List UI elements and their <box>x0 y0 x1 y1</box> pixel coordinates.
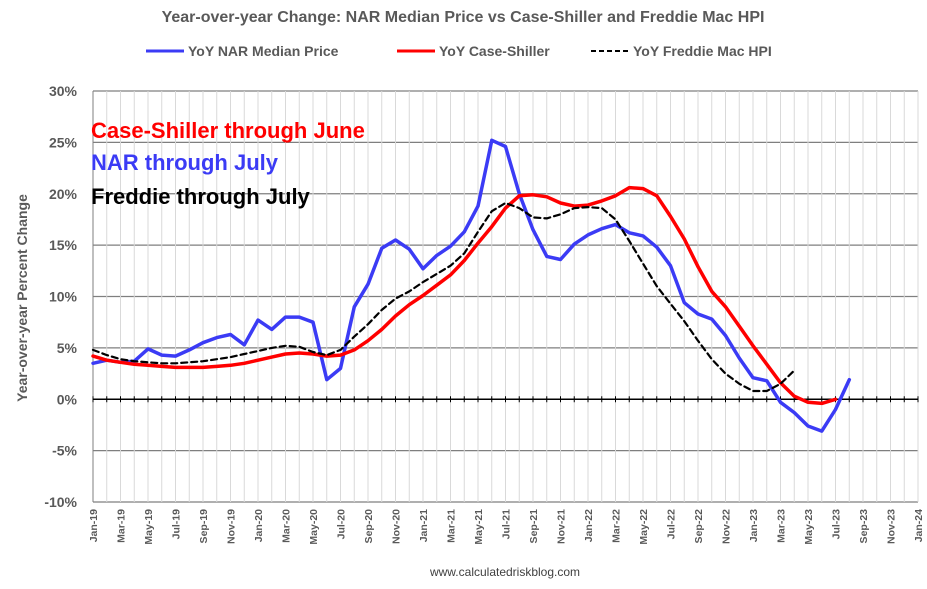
x-tick-label: Sep-21 <box>528 509 540 544</box>
x-tick-label: Mar-21 <box>446 509 458 543</box>
x-tick-label: Jul-21 <box>501 509 513 540</box>
series-lines <box>91 138 852 433</box>
chart-title: Year-over-year Change: NAR Median Price … <box>162 9 765 26</box>
x-tick-label: Nov-19 <box>226 509 238 544</box>
x-tick-label: Jan-20 <box>253 509 265 542</box>
x-tick-label: Nov-23 <box>886 509 898 544</box>
y-tick-label: 25% <box>49 134 78 150</box>
y-tick-label: 10% <box>49 289 78 305</box>
annotation-freddie: Freddie through July <box>91 184 311 209</box>
annotation-nar: NAR through July <box>91 150 279 175</box>
x-tick-label: Sep-22 <box>693 509 705 544</box>
x-tick-label: Sep-23 <box>858 509 870 544</box>
x-tick-label: Jul-19 <box>171 509 183 540</box>
gridlines <box>92 90 919 503</box>
x-axis: Jan-19 Mar-19 May-19 Jul-19 Sep-19 Nov-19 Jan-… <box>88 509 925 545</box>
x-tick-label: May-21 <box>473 509 485 545</box>
source-credit: www.calculatedriskblog.com <box>429 565 580 579</box>
x-tick-label: Nov-22 <box>721 509 733 544</box>
x-tick-label: Jan-21 <box>418 509 430 542</box>
x-tick-label: May-23 <box>803 509 815 545</box>
y-tick-label: 15% <box>49 237 78 253</box>
y-tick-label: 30% <box>49 83 78 99</box>
x-tick-label: Mar-19 <box>116 509 128 543</box>
x-tick-label: Nov-20 <box>391 509 403 544</box>
x-tick-label: Mar-22 <box>611 509 623 543</box>
x-tick-label: Jul-22 <box>666 509 678 540</box>
y-tick-label: 20% <box>49 186 78 202</box>
y-tick-label: -5% <box>52 443 77 459</box>
x-tick-label: May-22 <box>638 509 650 545</box>
legend: YoY NAR Median Price YoY Case-Shiller Yo… <box>146 43 772 59</box>
x-tick-label: Jul-20 <box>336 509 348 540</box>
y-tick-label: 5% <box>57 340 78 356</box>
x-tick-label: Mar-23 <box>776 509 788 543</box>
legend-label-nar: YoY NAR Median Price <box>188 43 339 59</box>
x-tick-label: Jan-22 <box>583 509 595 542</box>
series-line-case-shiller <box>91 185 838 406</box>
series-line-freddie <box>91 201 796 393</box>
x-tick-label: Jan-24 <box>913 509 925 542</box>
legend-label-freddie: YoY Freddie Mac HPI <box>633 43 772 59</box>
x-tick-label: Jan-19 <box>88 509 100 542</box>
x-tick-label: Nov-21 <box>556 509 568 544</box>
x-tick-label: May-19 <box>143 509 155 545</box>
x-tick-label: Mar-20 <box>281 509 293 543</box>
y-tick-label: 0% <box>57 391 78 407</box>
y-axis-label: Year-over-year Percent Change <box>14 194 30 402</box>
x-tick-label: Sep-20 <box>363 509 375 544</box>
x-tick-label: Jul-23 <box>831 509 843 540</box>
y-axis: 30% 25% 20% 15% 10% 5% 0% -5% -10% <box>44 83 77 510</box>
x-tick-label: May-20 <box>308 509 320 545</box>
x-tick-label: Sep-19 <box>198 509 210 544</box>
y-tick-label: -10% <box>44 494 77 510</box>
series-line-nar <box>91 138 852 433</box>
legend-label-case-shiller: YoY Case-Shiller <box>439 43 550 59</box>
annotation-case-shiller: Case-Shiller through June <box>91 118 365 143</box>
x-tick-label: Jan-23 <box>748 509 760 542</box>
